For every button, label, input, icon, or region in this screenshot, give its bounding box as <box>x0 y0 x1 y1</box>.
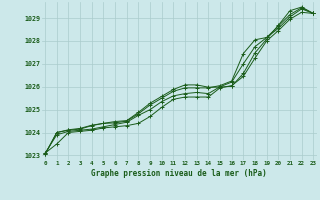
X-axis label: Graphe pression niveau de la mer (hPa): Graphe pression niveau de la mer (hPa) <box>91 169 267 178</box>
